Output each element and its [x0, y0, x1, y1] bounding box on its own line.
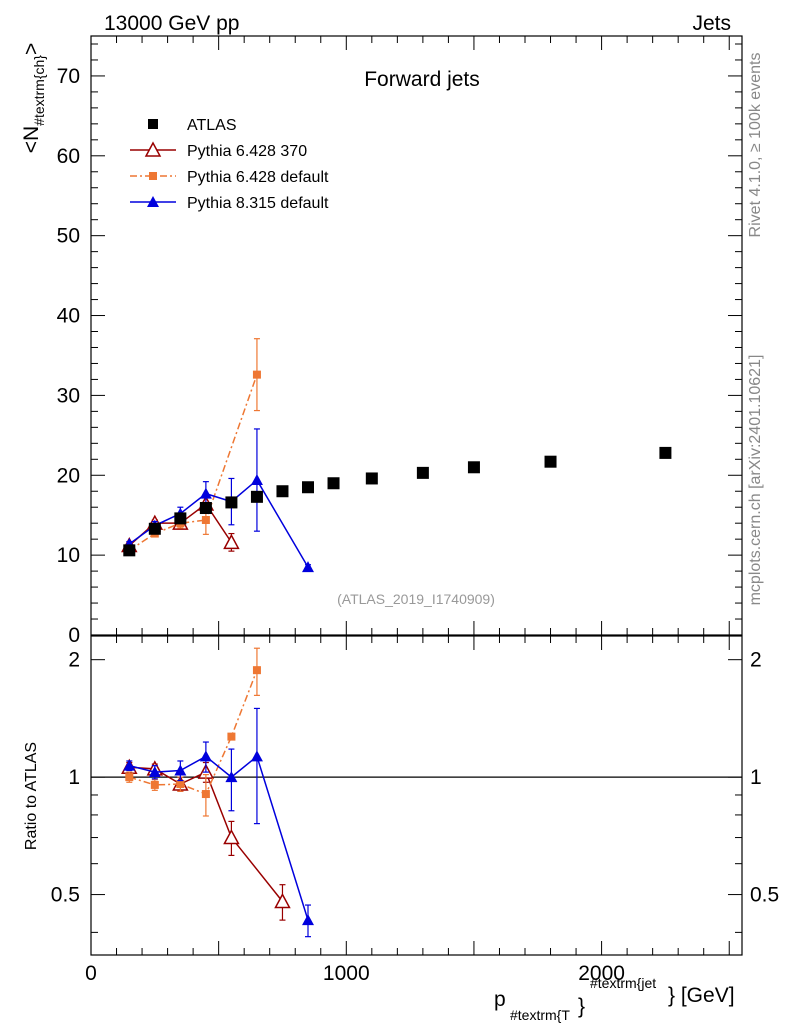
main-point-pythia-8-315-default	[250, 474, 263, 486]
main-point-atlas	[365, 472, 378, 485]
ratio-plot: 0 1000 2000 0.5 0.5 1 1 2 2	[51, 635, 779, 985]
main-point-pythia-6-428-default	[201, 515, 210, 524]
x-label-p: p	[494, 988, 506, 1011]
y-tick-label: 40	[57, 305, 80, 328]
main-point-atlas	[659, 446, 672, 459]
ratio-point-pythia-6-428-default	[125, 773, 134, 782]
analysis-id: (ATLAS_2019_I1740909)	[337, 591, 495, 607]
svg-text:<N#textrm{ch}>: <N#textrm{ch}>	[20, 43, 47, 154]
x-label-unit: } [GeV]	[668, 984, 735, 1007]
ratio-y-tick-label-right: 2	[750, 649, 762, 672]
legend-marker-pythia6-370	[144, 141, 162, 157]
y-tick-label: 70	[57, 65, 80, 88]
legend-label-pythia6-default: Pythia 6.428 default	[187, 169, 329, 186]
main-series-atlas	[123, 446, 672, 557]
legend-item-pythia6-default: Pythia 6.428 default	[130, 169, 329, 186]
main-point-atlas	[174, 512, 187, 525]
x-label-sup: #textrm{jet	[590, 975, 656, 991]
main-frame	[90, 35, 743, 636]
ratio-point-pythia-8-315-default	[250, 750, 263, 762]
y-axis-label-top: <N#textrm{ch}>	[20, 43, 47, 154]
header-left: 13000 GeV pp	[104, 12, 239, 35]
main-point-atlas	[302, 481, 314, 494]
main-point-atlas	[544, 455, 557, 468]
ratio-frame	[90, 635, 743, 956]
y-label-close: >	[20, 43, 43, 55]
ratio-line-pythia-6-428-default	[129, 669, 258, 795]
ratio-y-tick-label-right: 1	[750, 766, 762, 789]
main-point-pythia-6-428-370	[223, 533, 240, 550]
main-plot: 0 10 20 30 40 50 60 70	[57, 35, 743, 955]
legend-item-pythia6-370: Pythia 6.428 370	[130, 141, 307, 160]
main-point-atlas	[250, 490, 263, 503]
rivet-label: Rivet 4.1.0, ≥ 100k events	[747, 53, 764, 238]
main-point-atlas	[199, 502, 212, 515]
ratio-point-pythia-8-315-default	[174, 764, 187, 776]
x-label-sub: #textrm{T	[510, 1007, 570, 1023]
ratio-point-pythia-6-428-default	[201, 790, 210, 799]
main-point-atlas	[416, 466, 429, 479]
svg-text:p: p	[494, 988, 506, 1011]
y-tick-label: 50	[57, 225, 80, 248]
legend-marker-atlas	[148, 119, 158, 129]
main-line-pythia-6-428-default	[128, 374, 258, 551]
legend-label-atlas: ATLAS	[187, 117, 237, 134]
main-point-atlas	[327, 477, 340, 490]
ratio-y-tick-label: 1	[68, 766, 80, 789]
ratio-point-pythia-8-315-default	[302, 914, 314, 926]
ratio-point-pythia-6-428-default	[252, 666, 261, 675]
main-point-pythia-8-315-default	[302, 561, 314, 573]
side-text-bottom: mcplots.cern.ch [arXiv:2401.10621]	[747, 355, 764, 606]
ratio-point-pythia-8-315-default	[148, 766, 161, 778]
ratio-point-pythia-6-428-default	[227, 732, 236, 741]
mcplots-label: mcplots.cern.ch [arXiv:2401.10621]	[747, 355, 764, 606]
legend: ATLAS Pythia 6.428 370 Pythia 6.428 defa…	[130, 117, 329, 212]
main-point-atlas	[467, 461, 480, 474]
ratio-point-pythia-6-428-370	[274, 892, 291, 909]
main-point-pythia-8-315-default	[199, 487, 212, 499]
ratio-point-pythia-6-428-370	[223, 828, 240, 845]
main-point-atlas	[276, 485, 289, 498]
ratio-point-pythia-6-428-default	[176, 780, 185, 789]
x-tick-label: 2000	[578, 962, 625, 985]
ratio-label: Ratio to ATLAS	[23, 742, 40, 850]
legend-label-pythia6-370: Pythia 6.428 370	[187, 143, 307, 160]
ratio-point-pythia-6-428-default	[150, 780, 159, 789]
ratio-y-tick-label: 0.5	[51, 884, 80, 907]
legend-marker-pythia6-default	[149, 172, 157, 180]
y-tick-label: 30	[57, 384, 80, 407]
x-axis-title: p #textrm{T #textrm{jet } } [GeV]	[494, 975, 735, 1023]
main-point-atlas	[225, 496, 238, 509]
main-point-atlas	[148, 522, 161, 535]
y-label-main: <N	[20, 126, 43, 153]
ratio-series-pythia-8-315-default	[123, 707, 314, 938]
main-point-pythia-6-428-default	[252, 370, 261, 379]
main-point-atlas	[123, 544, 136, 557]
ratio-point-pythia-8-315-default	[225, 771, 238, 783]
x-tick-label: 1000	[323, 962, 370, 985]
legend-label-pythia8: Pythia 8.315 default	[187, 195, 329, 212]
y-axis-label-bottom: Ratio to ATLAS	[23, 742, 40, 850]
legend-item-pythia8: Pythia 8.315 default	[130, 195, 329, 212]
x-tick-label: 0	[85, 962, 97, 985]
y-tick-label: 10	[57, 544, 80, 567]
ratio-series-pythia-6-428-default	[125, 647, 261, 817]
ratio-y-tick-label: 2	[68, 649, 80, 672]
side-text-top: Rivet 4.1.0, ≥ 100k events	[747, 53, 764, 238]
x-label-brace: }	[578, 995, 585, 1018]
y-tick-label: 0	[68, 624, 80, 647]
ratio-point-pythia-8-315-default	[123, 759, 136, 771]
y-label-sub: #textrm{ch}	[31, 55, 47, 126]
ratio-point-pythia-8-315-default	[199, 750, 212, 762]
y-tick-label: 20	[57, 464, 80, 487]
chart-title: Forward jets	[364, 68, 480, 91]
header-right: Jets	[692, 12, 731, 35]
ratio-y-tick-label-right: 0.5	[750, 884, 779, 907]
legend-marker-pythia8	[147, 196, 159, 207]
y-tick-label: 60	[57, 145, 80, 168]
legend-item-atlas: ATLAS	[148, 117, 237, 134]
